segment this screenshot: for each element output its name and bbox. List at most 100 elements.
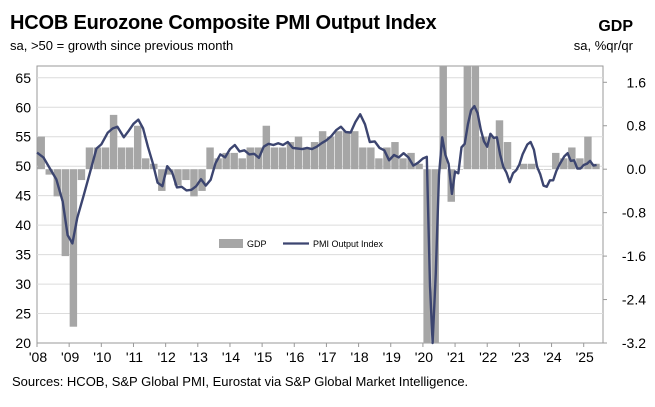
pmi-line-layer [36, 104, 597, 345]
x-tick-label: '20 [415, 349, 433, 365]
right-axis-subtitle: sa, %qr/qr [573, 38, 633, 53]
x-tick-label: '14 [222, 349, 240, 365]
gdp-bar [367, 147, 375, 170]
right-axis: -3.2 -2.4 -1.6 -0.8 0.0 0.8 1.6 [603, 74, 646, 351]
left-tick-label: 55 [15, 129, 31, 145]
gdp-bar [359, 147, 367, 170]
gdp-bar [109, 114, 118, 170]
gdp-bar [69, 169, 78, 327]
x-tick-label: '21 [447, 349, 465, 365]
gdp-bar [479, 136, 488, 170]
gdp-bar [439, 66, 447, 170]
gdp-bar [166, 169, 174, 175]
gdp-bar [552, 152, 560, 170]
gdp-bar [142, 158, 150, 170]
gdp-bar [343, 131, 351, 170]
gdp-bar [318, 131, 327, 170]
gdp-bar [584, 136, 592, 170]
x-tick-label: '13 [190, 349, 208, 365]
right-tick-label: -3.2 [622, 335, 646, 351]
plot-frame [36, 65, 604, 344]
right-tick-label: 1.6 [627, 74, 647, 90]
gdp-bar [519, 163, 528, 170]
gdp-bar [568, 147, 576, 170]
x-tick-label: '09 [61, 349, 79, 365]
gdp-bar [182, 169, 190, 181]
gdp-bar [270, 147, 279, 170]
gdp-bar [535, 169, 544, 170]
x-tick-label: '08 [29, 349, 47, 365]
gdp-bar [37, 136, 45, 170]
gdp-bar [174, 169, 182, 186]
x-tick-label: '10 [93, 349, 111, 365]
gdp-bar [45, 169, 53, 175]
gdp-bar [278, 147, 287, 170]
gdp-bar [77, 169, 86, 181]
gdp-bar [544, 169, 552, 170]
gdp-bar [294, 136, 303, 170]
gdp-bar [238, 158, 246, 170]
legend-gdp-swatch [219, 239, 243, 248]
legend-pmi-label: PMI Output Index [313, 239, 384, 249]
x-tick-label: '16 [286, 349, 304, 365]
right-tick-label: -1.6 [622, 248, 646, 264]
gdp-bar [310, 142, 319, 170]
x-tick-label: '22 [479, 349, 497, 365]
left-tick-label: 60 [15, 99, 31, 115]
x-axis: '08 '09 '10 '11 '12 '13 '14 '15 '16 '17 '18 '19 '20 '… [29, 343, 594, 365]
gdp-bar [125, 147, 134, 170]
gdp-bar [351, 131, 359, 170]
gdp-bar [326, 136, 335, 170]
gdp-bar [206, 147, 214, 170]
left-axis: 20 25 30 35 40 45 50 55 60 65 [15, 70, 31, 351]
gdp-bar [399, 158, 407, 170]
left-tick-label: 20 [15, 335, 31, 351]
gdp-bar [93, 147, 102, 170]
legend-gdp-label: GDP [247, 239, 267, 249]
gdp-bar [222, 152, 230, 170]
gdp-bar [334, 131, 343, 170]
gdp-bar [592, 163, 600, 170]
left-tick-label: 30 [15, 276, 31, 292]
source-note: Sources: HCOB, S&P Global PMI, Eurostat … [12, 374, 469, 389]
right-tick-label: -2.4 [622, 292, 646, 308]
left-tick-label: 45 [15, 188, 31, 204]
right-tick-label: 0.8 [627, 118, 647, 134]
gdp-bar [503, 142, 512, 170]
x-tick-label: '15 [254, 349, 272, 365]
right-axis-title: GDP [598, 18, 633, 35]
x-tick-label: '12 [158, 349, 176, 365]
grid-lines [37, 77, 603, 315]
gdp-bar [375, 158, 383, 170]
gdp-bar [101, 147, 110, 170]
gdp-bar [133, 125, 142, 170]
x-tick-label: '19 [383, 349, 401, 365]
gdp-bar [214, 158, 222, 170]
legend: GDP PMI Output Index [219, 239, 384, 249]
x-tick-label: '18 [350, 349, 368, 365]
gdp-bar [302, 147, 311, 170]
gdp-bar [471, 66, 480, 170]
left-tick-label: 40 [15, 217, 31, 233]
left-tick-label: 50 [15, 158, 31, 174]
gdp-bar [527, 163, 536, 170]
right-tick-label: -0.8 [622, 205, 646, 221]
gdp-bar [85, 147, 94, 170]
gdp-bar [246, 147, 254, 170]
gdp-bar [423, 169, 431, 343]
gdp-bar [190, 169, 198, 197]
x-tick-label: '24 [543, 349, 561, 365]
left-tick-label: 25 [15, 306, 31, 322]
gdp-bar [230, 152, 238, 170]
gdp-bar [576, 158, 584, 170]
gdp-bar [262, 125, 271, 170]
x-tick-label: '23 [511, 349, 529, 365]
gdp-bar [487, 136, 496, 170]
left-tick-label: 35 [15, 247, 31, 263]
gdp-bar [286, 142, 295, 170]
chart-subtitle: sa, >50 = growth since previous month [10, 38, 234, 53]
gdp-bar [158, 169, 166, 191]
gdp-bar [415, 163, 423, 170]
pmi-line [36, 104, 597, 345]
